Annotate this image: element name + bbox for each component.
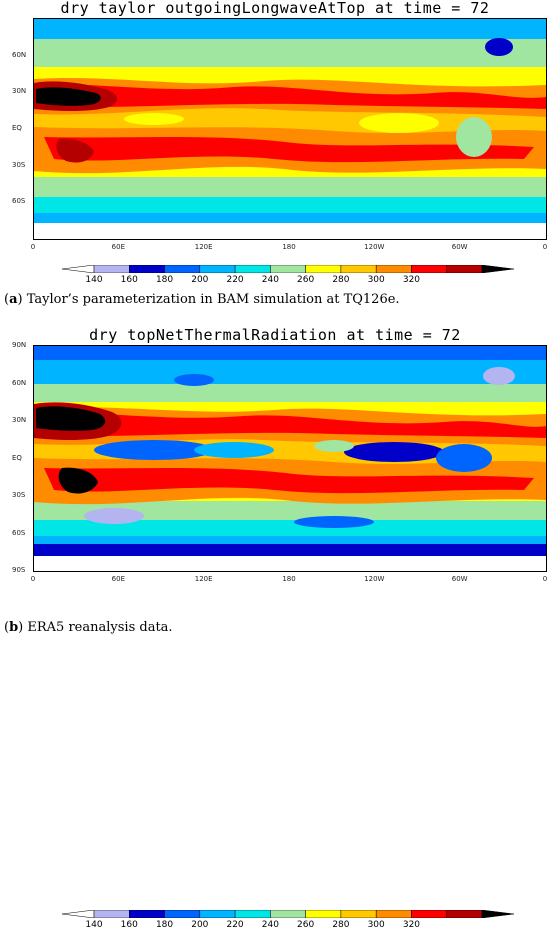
colorbar-tick-label: 300	[367, 920, 385, 930]
lon-tick-label: 0	[30, 575, 36, 583]
colorbar-segment	[164, 265, 201, 273]
colorbar-segment	[446, 265, 483, 273]
lat-tick-label: 60S	[12, 528, 26, 537]
colorbar-min-arrow	[62, 265, 95, 273]
colorbar-min-arrow	[62, 910, 95, 918]
colorbar-segment	[270, 265, 306, 273]
map-plot	[33, 18, 547, 240]
colorbar-tick-label: 140	[85, 920, 103, 930]
colorbar-tick-label: 320	[402, 920, 421, 930]
colorbar-tick-label: 260	[297, 920, 315, 930]
colorbar-segment	[199, 265, 236, 273]
colorbar-tick-label: 320	[402, 275, 421, 285]
colorbar-tick-label: 200	[191, 920, 209, 930]
colorbar-tick-label: 240	[261, 920, 279, 930]
panel-b: dry topNetThermalRadiation at time = 72	[0, 322, 550, 930]
colorbar-segment	[129, 265, 165, 273]
colorbar-segment	[340, 910, 377, 918]
colorbar-tick-label: 200	[191, 275, 209, 285]
colorbar-tick-label: 180	[155, 275, 174, 285]
lat-tick-label: 60N	[12, 50, 27, 59]
colorbar-segment	[411, 910, 447, 918]
colorbar-tick-label: 140	[85, 275, 103, 285]
colorbar-segment	[234, 910, 271, 918]
lat-tick-label: 90N	[12, 341, 27, 349]
lon-tick-label: 120W	[364, 243, 385, 251]
lon-tick-label: 0	[542, 243, 548, 251]
colorbar-segment	[93, 910, 130, 918]
lon-tick-label: 120W	[364, 575, 385, 583]
lon-tick-label: 60E	[111, 243, 125, 251]
figure-caption: (a) Taylor’s parameterization in BAM sim…	[4, 292, 400, 307]
colorbar-tick-label: 180	[155, 920, 174, 930]
map-plot	[33, 345, 547, 572]
figure-caption: (b) ERA5 reanalysis data.	[4, 620, 173, 635]
colorbar-segment	[129, 910, 165, 918]
lat-tick-label: EQ	[12, 453, 22, 462]
caption-text: ERA5 reanalysis data.	[23, 620, 173, 635]
colorbar: 140 160 180 200 220 240 260 280 300 320	[62, 265, 514, 285]
colorbar-max-arrow	[481, 910, 514, 918]
colorbar-tick-label: 160	[120, 275, 138, 285]
colorbar-tick-label: 220	[226, 920, 244, 930]
colorbar-segment	[234, 265, 271, 273]
colorbar-tick-label: 280	[332, 275, 350, 285]
colorbar-segment	[199, 910, 236, 918]
colorbar-segment	[305, 265, 342, 273]
lat-tick-label: 30S	[12, 491, 26, 499]
lon-tick-label: 0	[542, 575, 548, 583]
colorbar-tick-label: 220	[226, 275, 244, 285]
caption-text: Taylor’s parameterization in BAM simulat…	[22, 292, 400, 307]
lon-tick-label: 180	[282, 575, 296, 583]
colorbar: 140 160 180 200 220 240 260 280 300 320	[62, 910, 514, 930]
colorbar-segment	[411, 265, 447, 273]
colorbar-max-arrow	[481, 265, 514, 273]
map-title: dry topNetThermalRadiation at time = 72	[89, 326, 461, 344]
lat-tick-label: 60N	[12, 378, 27, 387]
lon-tick-label: 120E	[194, 575, 213, 583]
lon-tick-label: 60E	[111, 575, 125, 583]
lat-tick-label: EQ	[12, 124, 22, 132]
colorbar-tick-label: 280	[332, 920, 350, 930]
colorbar-tick-label: 160	[120, 920, 138, 930]
lon-tick-label: 60W	[451, 243, 468, 251]
colorbar-segment	[93, 265, 130, 273]
lon-tick-label: 180	[282, 243, 296, 251]
lat-tick-label: 30N	[12, 416, 27, 424]
colorbar-segment	[375, 265, 412, 273]
colorbar-segment	[340, 265, 377, 273]
map-title: dry taylor outgoingLongwaveAtTop at time…	[60, 0, 490, 17]
field-map	[34, 346, 546, 571]
colorbar-segment	[375, 910, 412, 918]
lat-tick-label: 30S	[12, 160, 26, 169]
lat-tick-label: 90S	[12, 566, 26, 574]
caption-tag: a	[9, 292, 18, 307]
lat-tick-label: 60S	[12, 197, 26, 206]
colorbar-tick-label: 300	[367, 275, 385, 285]
lat-tick-label: 30N	[12, 87, 27, 96]
colorbar-tick-label: 240	[261, 275, 279, 285]
colorbar-segment	[270, 910, 306, 918]
colorbar-svg	[62, 910, 514, 918]
field-map	[34, 19, 546, 239]
lon-tick-label: 120E	[194, 243, 213, 251]
colorbar-tick-label: 260	[297, 275, 315, 285]
caption-tag: b	[9, 620, 19, 635]
colorbar-segment	[164, 910, 201, 918]
colorbar-segment	[446, 910, 483, 918]
lon-tick-label: 60W	[451, 575, 468, 583]
colorbar-svg	[62, 265, 514, 273]
colorbar-segment	[305, 910, 342, 918]
lon-tick-label: 0	[30, 243, 36, 251]
panel-a: dry taylor outgoingLongwaveAtTop at time…	[0, 0, 550, 320]
